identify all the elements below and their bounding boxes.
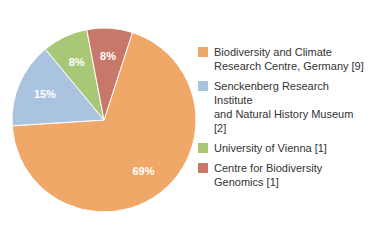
svg-text:8%: 8% — [100, 50, 116, 62]
html-text:Centre for Biodiversity Genomi: Centre for Biodiversity Genomics [1] — [214, 162, 323, 188]
html-text:Senckenberg Research Institute: Senckenberg Research Institute and Natur… — [214, 80, 354, 134]
svg-text:69%: 69% — [132, 165, 154, 177]
html-text:Biodiversity and Climate Resea: Biodiversity and Climate Research Centre… — [214, 46, 364, 72]
html-text:University of Vienna [1]: University of Vienna [1] — [214, 142, 327, 154]
svg-text:15%: 15% — [34, 88, 56, 100]
svg-text:8%: 8% — [69, 56, 85, 68]
